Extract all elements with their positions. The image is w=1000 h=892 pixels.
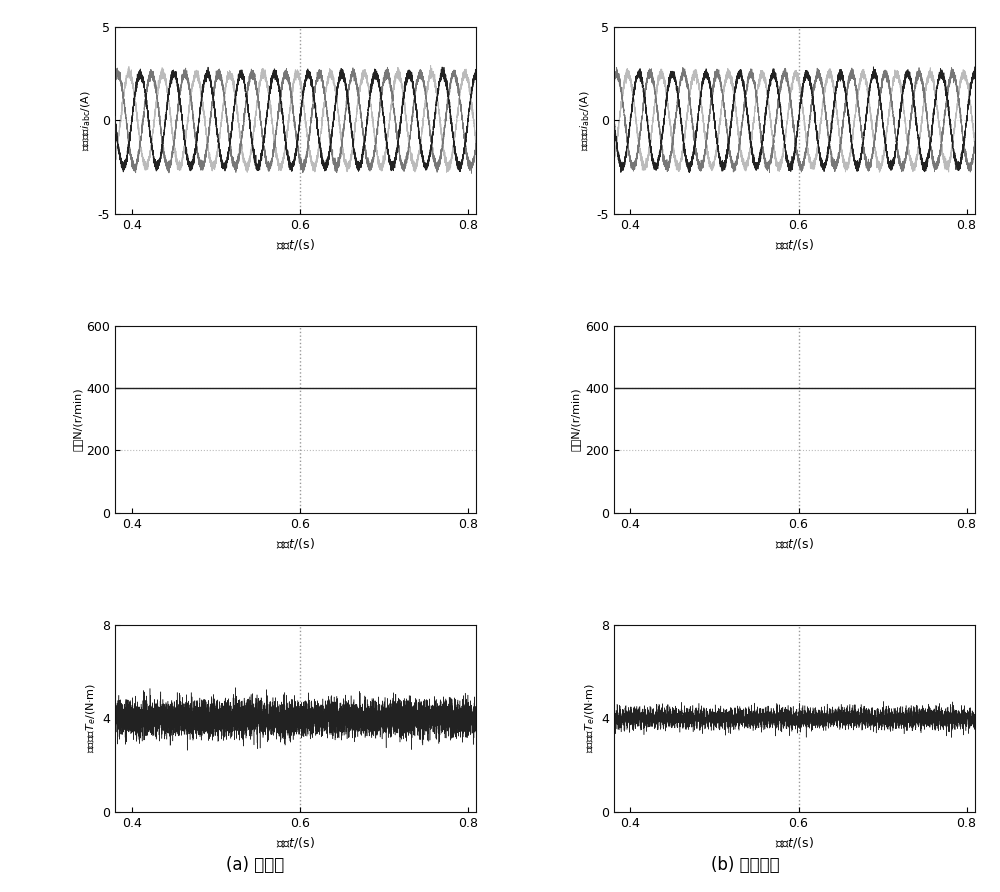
X-axis label: 时间$t$/(s): 时间$t$/(s) [775, 835, 814, 850]
Y-axis label: 电磁转矩$T_e$/(N·m): 电磁转矩$T_e$/(N·m) [583, 683, 597, 754]
Y-axis label: 电磁转矩$T_e$/(N·m): 电磁转矩$T_e$/(N·m) [84, 683, 98, 754]
Text: (a) 单矢量: (a) 单矢量 [226, 855, 284, 873]
Y-axis label: 三相电流$i_{\mathrm{abc}}$/(A): 三相电流$i_{\mathrm{abc}}$/(A) [579, 90, 592, 151]
X-axis label: 时间$t$/(s): 时间$t$/(s) [775, 536, 814, 551]
X-axis label: 时间$t$/(s): 时间$t$/(s) [775, 237, 814, 252]
Y-axis label: 转速N/(r/min): 转速N/(r/min) [571, 387, 581, 451]
Text: (b) 双矢量。: (b) 双矢量。 [711, 855, 779, 873]
Y-axis label: 转速N/(r/min): 转速N/(r/min) [72, 387, 82, 451]
X-axis label: 时间$t$/(s): 时间$t$/(s) [276, 237, 315, 252]
X-axis label: 时间$t$/(s): 时间$t$/(s) [276, 536, 315, 551]
Y-axis label: 三相电流$i_{\mathrm{abc}}$/(A): 三相电流$i_{\mathrm{abc}}$/(A) [80, 90, 93, 151]
X-axis label: 时间$t$/(s): 时间$t$/(s) [276, 835, 315, 850]
